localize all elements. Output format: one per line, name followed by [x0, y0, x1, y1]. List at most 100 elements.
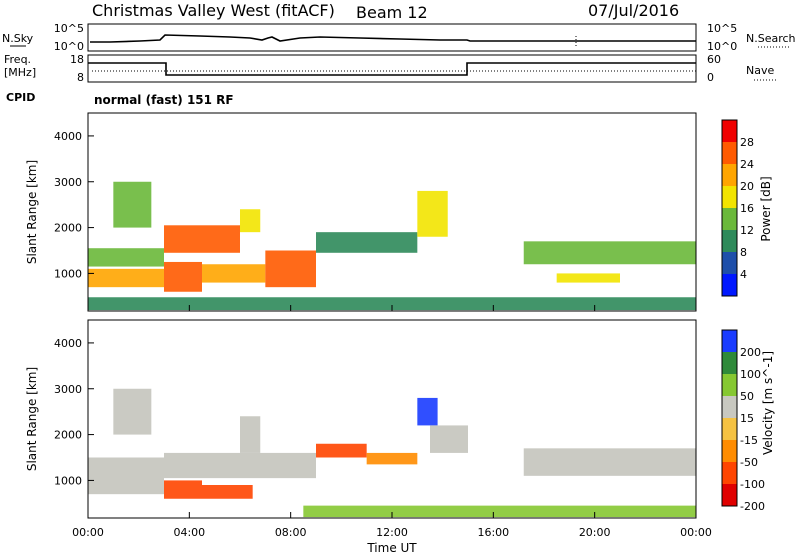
mode-text: normal (fast) 151 RF	[94, 93, 234, 107]
power-colorbar-tick-1: 24	[740, 158, 754, 171]
velocity-region-9	[430, 425, 468, 453]
velocity-panel: 1000 2000 3000 4000 Slant Range [km] 200 100…	[25, 319, 775, 519]
power-region-7	[265, 250, 316, 288]
nave-tick-bottom: 0	[707, 71, 714, 84]
power-ylabel: Slant Range [km]	[25, 160, 39, 264]
velocity-colorbar-swatch-0	[722, 330, 737, 353]
velocity-colorbar-swatch-6	[722, 462, 737, 485]
velocity-ytick-label-0: 1000	[54, 474, 82, 487]
velocity-region-5	[240, 416, 261, 453]
power-region-2	[113, 181, 152, 228]
velocity-colorbar-tick-4: -15	[740, 434, 758, 447]
velocity-colorbar-tick-1: 100	[740, 368, 761, 381]
power-colorbar-swatch-0	[722, 120, 737, 143]
nsky-tick-bottom: 10^0	[54, 40, 84, 53]
velocity-region-11	[303, 505, 696, 518]
power-region-6	[240, 209, 261, 233]
power-colorbar-tick-3: 16	[740, 202, 754, 215]
velocity-colorbar-label: Velocity [m s^-1]	[761, 351, 775, 455]
beam-label: Beam 12	[356, 3, 428, 22]
velocity-colorbar-swatch-3	[722, 396, 737, 419]
nsky-label: N.Sky	[2, 32, 34, 45]
velocity-region-7	[366, 452, 418, 465]
power-colorbar-swatch-5	[722, 230, 737, 253]
power-ytick-label-2: 3000	[54, 176, 82, 189]
x-axis-label: Time UT	[366, 541, 417, 554]
power-colorbar-label: Power [dB]	[759, 176, 773, 241]
x-tick-label-1: 04:00	[173, 526, 205, 539]
freq-panel: Freq. [MHz] 18 8 60 0 Nave CPID normal (…	[4, 53, 776, 107]
freq-tick-top: 18	[70, 53, 84, 66]
power-region-5	[202, 264, 266, 283]
nave-label: Nave	[746, 64, 774, 77]
power-colorbar-swatch-4	[722, 208, 737, 231]
power-region-12	[88, 297, 696, 311]
velocity-colorbar-tick-3: 15	[740, 412, 754, 425]
velocity-colorbar-tick-7: -200	[740, 500, 765, 513]
power-region-11	[556, 273, 620, 283]
power-region-4	[164, 225, 240, 253]
velocity-ytick-label-3: 4000	[54, 337, 82, 350]
plot-title: Christmas Valley West (fitACF)	[92, 1, 335, 20]
power-region-9	[417, 190, 448, 237]
nsearch-tick-top: 10^5	[707, 22, 737, 35]
nsky-trace	[90, 34, 696, 43]
power-colorbar-tick-4: 12	[740, 224, 754, 237]
velocity-colorbar-tick-5: -50	[740, 456, 758, 469]
power-region-0	[88, 268, 164, 288]
velocity-colorbar-swatch-4	[722, 418, 737, 441]
velocity-colorbar-swatch-2	[722, 374, 737, 397]
power-colorbar-swatch-1	[722, 142, 737, 165]
nsky-tick-top: 10^5	[54, 22, 84, 35]
velocity-region-10	[523, 448, 696, 476]
velocity-colorbar-swatch-5	[722, 440, 737, 463]
freq-label-line1: Freq.	[4, 53, 31, 66]
x-tick-label-0: 00:00	[72, 526, 104, 539]
velocity-ylabel: Slant Range [km]	[25, 367, 39, 471]
x-tick-label-2: 08:00	[275, 526, 307, 539]
x-tick-label-5: 20:00	[579, 526, 611, 539]
velocity-region-4	[202, 485, 253, 499]
power-colorbar-tick-0: 28	[740, 136, 754, 149]
power-colorbar-tick-6: 4	[740, 268, 747, 281]
cpid-label: CPID	[6, 91, 35, 104]
power-region-1	[88, 248, 164, 267]
power-colorbar-tick-5: 8	[740, 246, 747, 259]
power-region-10	[523, 241, 696, 265]
power-ytick-label-0: 1000	[54, 267, 82, 280]
velocity-colorbar-swatch-1	[722, 352, 737, 375]
velocity-region-1	[113, 388, 152, 435]
power-colorbar-swatch-2	[722, 164, 737, 187]
velocity-colorbar-tick-0: 200	[740, 346, 761, 359]
x-tick-label-6: 00:00	[680, 526, 712, 539]
freq-label-line2: [MHz]	[4, 66, 36, 79]
nsearch-tick-bottom: 10^0	[707, 40, 737, 53]
power-colorbar-swatch-3	[722, 186, 737, 209]
power-colorbar-tick-2: 20	[740, 180, 754, 193]
power-ytick-label-1: 2000	[54, 222, 82, 235]
velocity-colorbar-tick-6: -100	[740, 478, 765, 491]
freq-tick-bottom: 8	[77, 71, 84, 84]
power-panel: 1000 2000 3000 4000 Slant Range [km] 28 24 20…	[25, 112, 773, 312]
velocity-region-3	[164, 452, 316, 479]
velocity-region-6	[316, 443, 367, 458]
power-region-8	[316, 232, 418, 253]
x-tick-label-3: 12:00	[376, 526, 408, 539]
power-colorbar-swatch-7	[722, 274, 737, 297]
nsearch-label: N.Search	[746, 32, 796, 45]
velocity-colorbar-swatch-7	[722, 484, 737, 507]
velocity-ytick-label-2: 3000	[54, 383, 82, 396]
power-colorbar-swatch-6	[722, 252, 737, 275]
velocity-region-8	[417, 397, 438, 426]
velocity-colorbar-tick-2: 50	[740, 390, 754, 403]
power-ytick-label-3: 4000	[54, 130, 82, 143]
date-label: 07/Jul/2016	[588, 1, 679, 20]
velocity-region-0	[88, 457, 164, 495]
nave-tick-top: 60	[707, 53, 721, 66]
power-region-3	[164, 261, 202, 292]
freq-trace	[88, 62, 696, 76]
velocity-region-2	[164, 480, 202, 499]
velocity-ytick-label-1: 2000	[54, 429, 82, 442]
nsky-panel: N.Sky 10^5 10^0 10^5 10^0 N.Search	[2, 22, 796, 53]
